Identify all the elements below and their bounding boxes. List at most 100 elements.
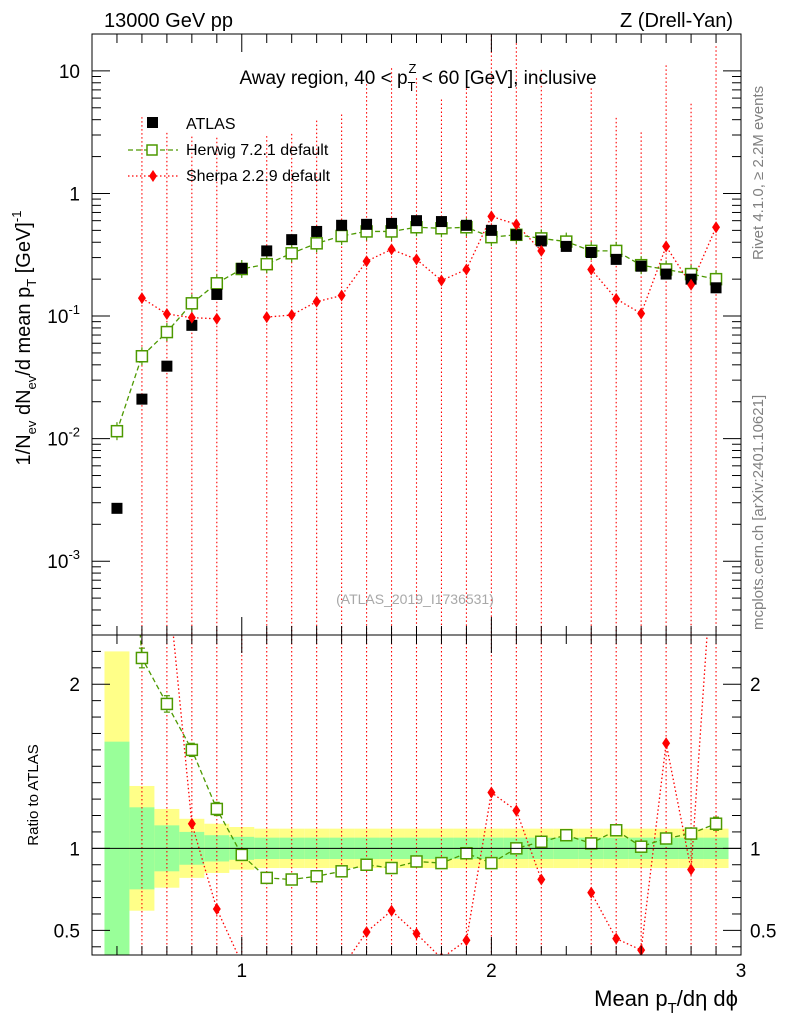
herwig-ratio-point [235,848,249,862]
atlas-point [311,225,323,237]
sherpa-point [337,289,346,302]
main-y-tick-label: 10-2 [47,425,80,451]
sherpa-point [362,255,371,268]
sherpa-ratio-line [590,635,708,952]
legend: ATLAS Herwig 7.2.1 default Sherpa 2.2.9 … [128,116,331,185]
atlas-point [336,219,348,231]
sherpa-point [712,221,721,234]
sherpa-ratio-point [462,934,471,947]
herwig-point [110,424,124,438]
analysis-watermark: (ATLAS_2019_I1736531) [336,591,494,607]
atlas-point [261,245,273,257]
herwig-ratio-point [285,873,298,886]
sherpa-ratio-point [313,962,321,974]
sherpa-point [587,263,596,276]
atlas-point [485,224,497,236]
atlas-point [535,235,547,247]
ratio-y-axis-label: Ratio to ATLAS [25,744,42,845]
herwig-ratio-point [210,802,224,816]
header-right: Z (Drell-Yan) [620,10,733,32]
sherpa-point [612,292,621,305]
herwig-point [335,229,348,243]
atlas-point [460,219,472,231]
herwig-point [310,237,323,250]
sherpa-point [137,292,146,305]
atlas-point [386,217,398,229]
legend-atlas-label: ATLAS [186,116,236,133]
main-y-tick-label: 10-3 [47,547,80,573]
sherpa-ratio-point [587,886,596,899]
atlas-point [161,360,173,372]
sherpa-ratio-point [288,967,296,979]
main-panel-series [110,35,723,635]
main-y-tick-label: 1 [69,184,80,205]
sherpa-point [187,311,196,324]
herwig-ratio-point [659,832,673,845]
plot-title: Away region, 40 < pTZ < 60 [GeV], inclus… [239,61,596,94]
atlas-point [660,268,672,280]
atlas-point [635,260,647,272]
herwig-point [210,277,224,290]
x-axis-label: Mean pT/dη dϕ [594,986,738,1017]
sherpa-point [312,295,321,308]
legend-herwig-label: Herwig 7.2.1 default [186,142,329,159]
herwig-point [285,247,298,260]
ratio-y-tick-label: 2 [69,675,80,696]
main-y-tick-label: 10-1 [47,302,80,328]
x-tick-label: 3 [736,961,747,982]
sherpa-ratio-point [512,804,521,817]
atlas-point [510,229,522,241]
atlas-point [560,240,572,252]
herwig-ratio-point [634,840,648,853]
sherpa-point [287,308,296,321]
sherpa-ratio-point [362,926,371,939]
sherpa-line [590,227,717,315]
sherpa-line [266,215,542,318]
x-tick-label: 2 [486,961,497,982]
sherpa-ratio-point [338,962,346,974]
main-y-axis-label: 1/Nev dNev/d mean pT [GeV]-1 [9,211,39,466]
atlas-point [236,262,248,274]
ratio-y-tick-label: 1 [69,839,80,860]
sherpa-ratio-point [187,817,196,830]
herwig-ratio-point [609,824,623,837]
sherpa-point [212,312,221,325]
legend-herwig-marker [146,144,158,156]
herwig-ratio-point [485,856,498,870]
sherpa-ratio-point [612,932,621,945]
sherpa-ratio-point [212,903,221,916]
sherpa-ratio-point [537,873,546,886]
sherpa-point [537,244,546,257]
sherpa-point [387,243,396,256]
herwig-ratio-point [160,697,174,711]
legend-atlas-marker [147,117,158,128]
herwig-ratio-point [310,869,323,883]
sherpa-ratio-point [662,737,671,750]
herwig-ratio-point [709,817,723,830]
atlas-point [111,502,123,514]
herwig-point [160,325,174,339]
ratio-y-tick-label-right: 0.5 [750,921,776,942]
herwig-ratio-point [410,855,423,868]
herwig-ratio-point [535,835,548,849]
herwig-point [135,349,149,363]
main-y-tick-label: 10 [59,62,80,83]
atlas-point [435,216,447,228]
atlas-point [411,215,422,227]
herwig-ratio-point [185,743,199,757]
atlas-point [136,393,148,405]
herwig-ratio-point [435,856,448,870]
atlas-point [286,234,298,246]
atlas-point [186,319,198,331]
sherpa-ratio-point [487,786,496,799]
herwig-ratio-point [385,861,398,875]
sherpa-point [412,253,421,266]
atlas-point [585,246,597,258]
sherpa-point [462,263,471,276]
sherpa-point [687,278,696,291]
herwig-point [260,257,273,271]
sherpa-point [162,307,171,320]
sherpa-ratio-line [172,635,542,955]
sherpa-point [662,240,671,253]
